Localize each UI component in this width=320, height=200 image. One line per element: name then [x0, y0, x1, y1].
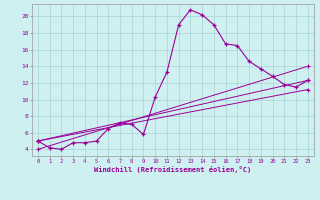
X-axis label: Windchill (Refroidissement éolien,°C): Windchill (Refroidissement éolien,°C) — [94, 166, 252, 173]
